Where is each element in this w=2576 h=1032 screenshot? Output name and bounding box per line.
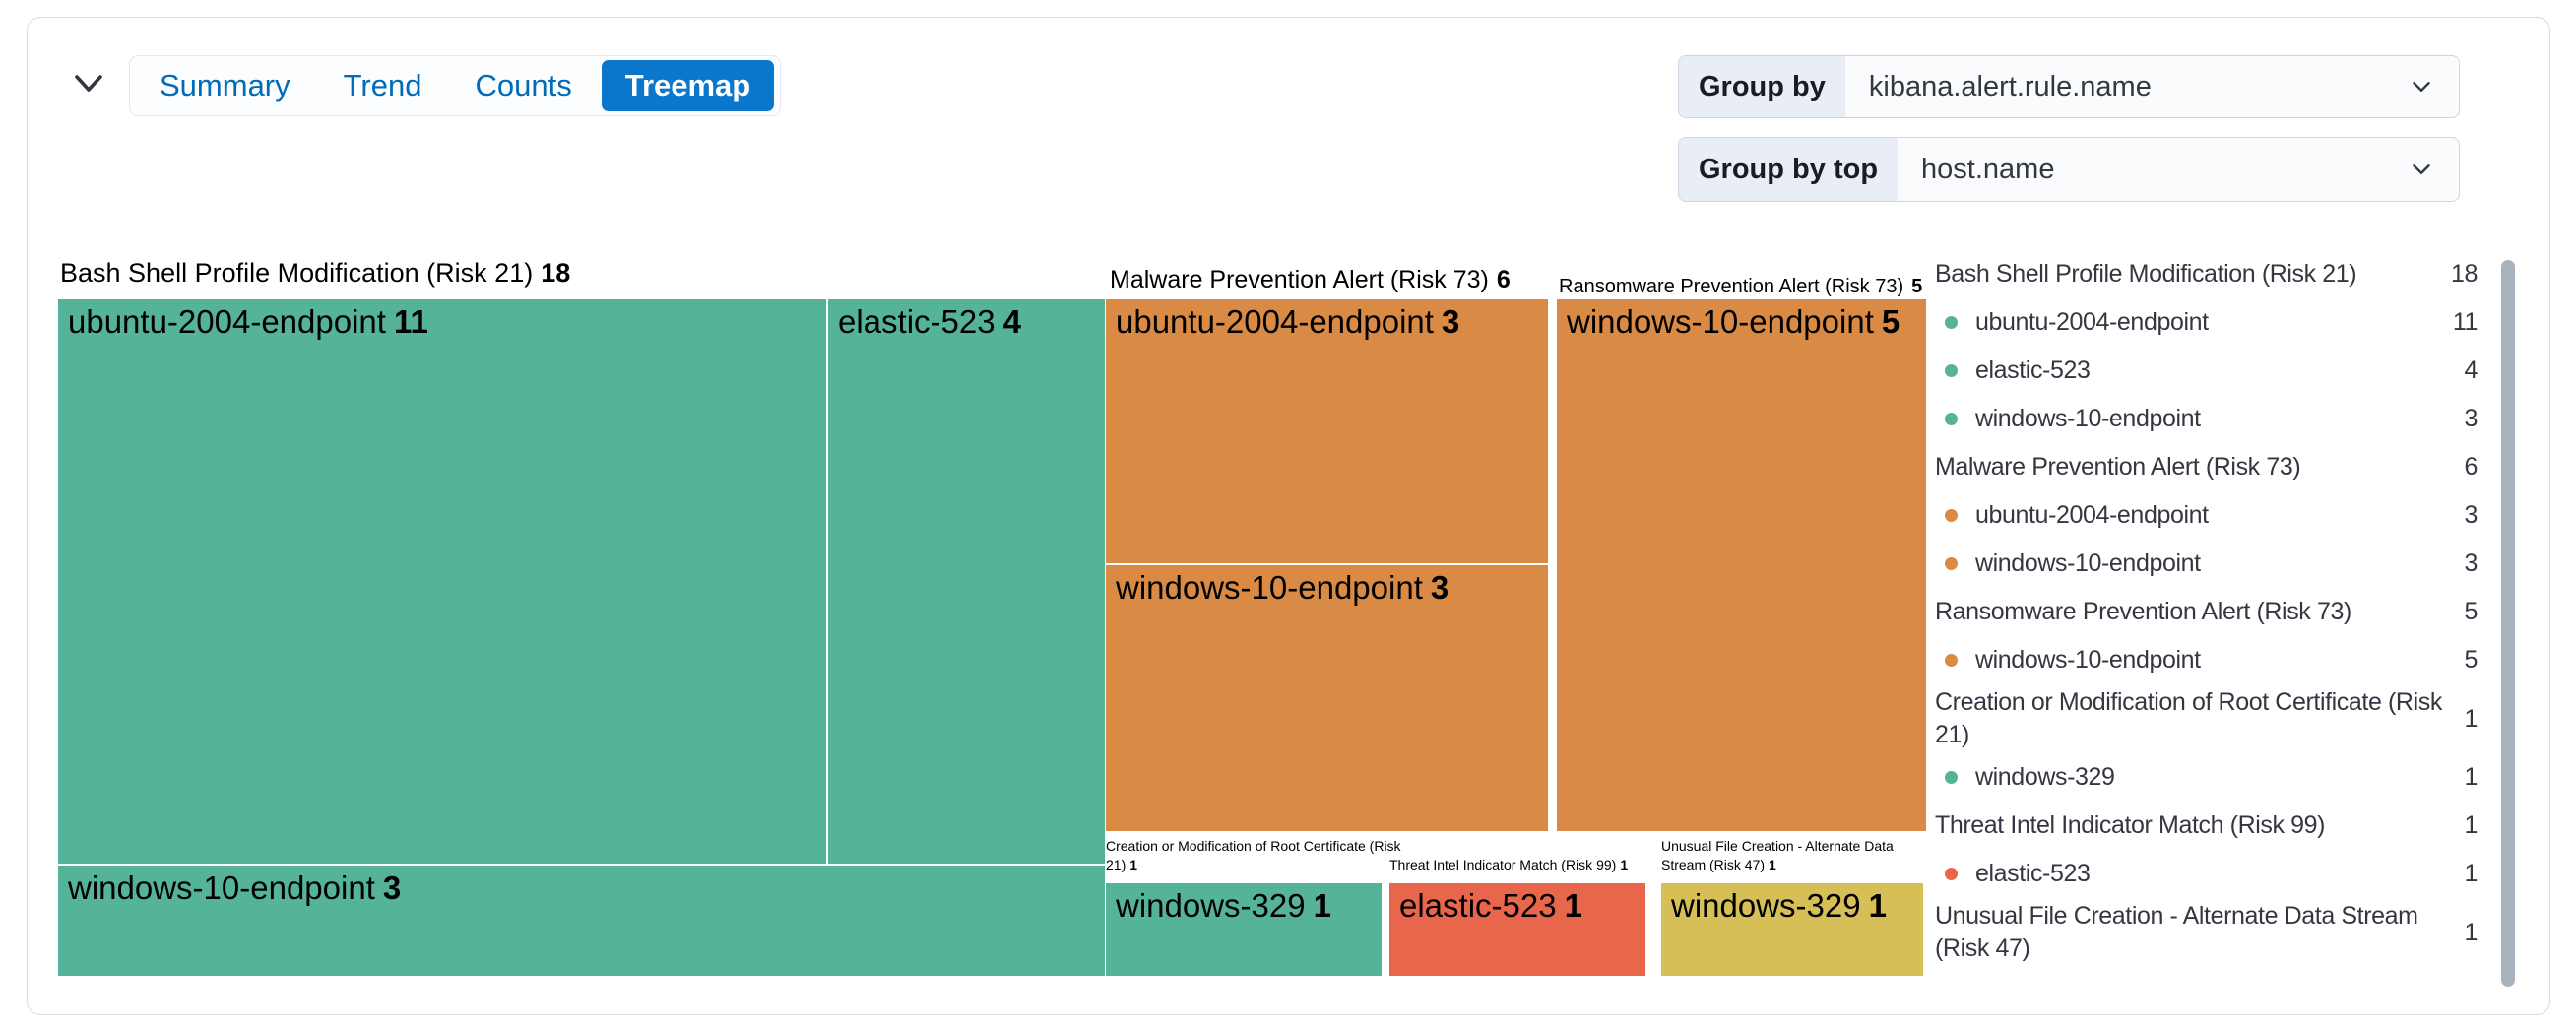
treemap-group-header-ransomware: Ransomware Prevention Alert (Risk 73) 5 — [1559, 276, 1923, 297]
treemap-tile[interactable]: windows-10-endpoint 3 — [1106, 565, 1548, 831]
treemap-tile[interactable]: windows-10-endpoint 5 — [1557, 299, 1926, 831]
chevron-down-icon — [73, 74, 104, 98]
treemap-tile[interactable]: ubuntu-2004-endpoint 3 — [1106, 299, 1548, 563]
treemap-group-header-threat-intel: Threat Intel Indicator Match (Risk 99) 1 — [1389, 857, 1629, 872]
legend-item-row: windows-10-endpoint 3 — [1935, 540, 2478, 588]
treemap-tile[interactable]: windows-10-endpoint 3 — [58, 866, 1105, 976]
legend-color-dot — [1945, 868, 1958, 880]
tab-summary[interactable]: Summary — [136, 60, 314, 111]
treemap-tile[interactable]: windows-329 1 — [1661, 883, 1923, 976]
collapse-panel-button[interactable] — [67, 63, 110, 106]
tab-trend[interactable]: Trend — [320, 60, 446, 111]
treemap-tile[interactable]: elastic-523 1 — [1389, 883, 1645, 976]
chevron-down-icon — [2410, 138, 2459, 201]
group-by-top-select[interactable]: Group by top host.name — [1678, 137, 2460, 202]
tab-treemap[interactable]: Treemap — [601, 60, 775, 111]
alerts-panel: Summary Trend Counts Treemap Group by ki… — [27, 17, 2550, 1015]
group-by-value: kibana.alert.rule.name — [1868, 70, 2152, 102]
treemap-group-header-root-certificate: Creation or Modification of Root Certifi… — [1106, 838, 1401, 873]
group-by-select[interactable]: Group by kibana.alert.rule.name — [1678, 55, 2460, 118]
group-by-top-label: Group by top — [1679, 138, 1899, 201]
treemap-group-header-unusual-file: Unusual File Creation - Alternate Data S… — [1661, 838, 1894, 873]
legend-color-dot — [1945, 771, 1958, 784]
legend-color-dot — [1945, 316, 1958, 329]
legend-color-dot — [1945, 509, 1958, 522]
group-by-top-value: host.name — [1921, 153, 2055, 185]
chart-view-button-group: Summary Trend Counts Treemap — [129, 55, 782, 116]
treemap-group-header-bash: Bash Shell Profile Modification (Risk 21… — [60, 258, 571, 288]
legend-group-row: Bash Shell Profile Modification (Risk 21… — [1935, 260, 2478, 288]
treemap-tile[interactable]: ubuntu-2004-endpoint 11 — [58, 299, 826, 864]
group-by-label: Group by — [1679, 56, 1845, 117]
legend-group-row: Unusual File Creation - Alternate Data S… — [1935, 902, 2478, 962]
legend-item-row: windows-10-endpoint 5 — [1935, 636, 2478, 684]
legend-color-dot — [1945, 413, 1958, 425]
legend-color-dot — [1945, 557, 1958, 570]
legend-item-row: elastic-523 1 — [1935, 850, 2478, 898]
alerts-treemap-chart: Bash Shell Profile Modification (Risk 21… — [58, 252, 1926, 978]
legend-group-row: Malware Prevention Alert (Risk 73) 6 — [1935, 453, 2478, 481]
legend-scrollbar-thumb[interactable] — [2501, 260, 2515, 987]
legend-item-row: elastic-523 4 — [1935, 347, 2478, 395]
legend-group-row: Creation or Modification of Root Certifi… — [1935, 688, 2478, 748]
legend-group-row: Ransomware Prevention Alert (Risk 73) 5 — [1935, 598, 2478, 625]
treemap-group-header-malware: Malware Prevention Alert (Risk 73) 6 — [1110, 266, 1511, 293]
legend-item-row: ubuntu-2004-endpoint 3 — [1935, 491, 2478, 540]
legend-item-row: windows-329 1 — [1935, 753, 2478, 802]
treemap-legend: Bash Shell Profile Modification (Risk 21… — [1935, 250, 2478, 967]
legend-item-row: windows-10-endpoint 3 — [1935, 395, 2478, 443]
tab-counts[interactable]: Counts — [451, 60, 595, 111]
legend-item-row: ubuntu-2004-endpoint 11 — [1935, 298, 2478, 347]
chevron-down-icon — [2410, 56, 2459, 117]
treemap-tile[interactable]: elastic-523 4 — [828, 299, 1105, 864]
legend-color-dot — [1945, 654, 1958, 667]
legend-group-row: Threat Intel Indicator Match (Risk 99) 1 — [1935, 811, 2478, 839]
legend-color-dot — [1945, 364, 1958, 377]
treemap-tile[interactable]: windows-329 1 — [1106, 883, 1382, 976]
